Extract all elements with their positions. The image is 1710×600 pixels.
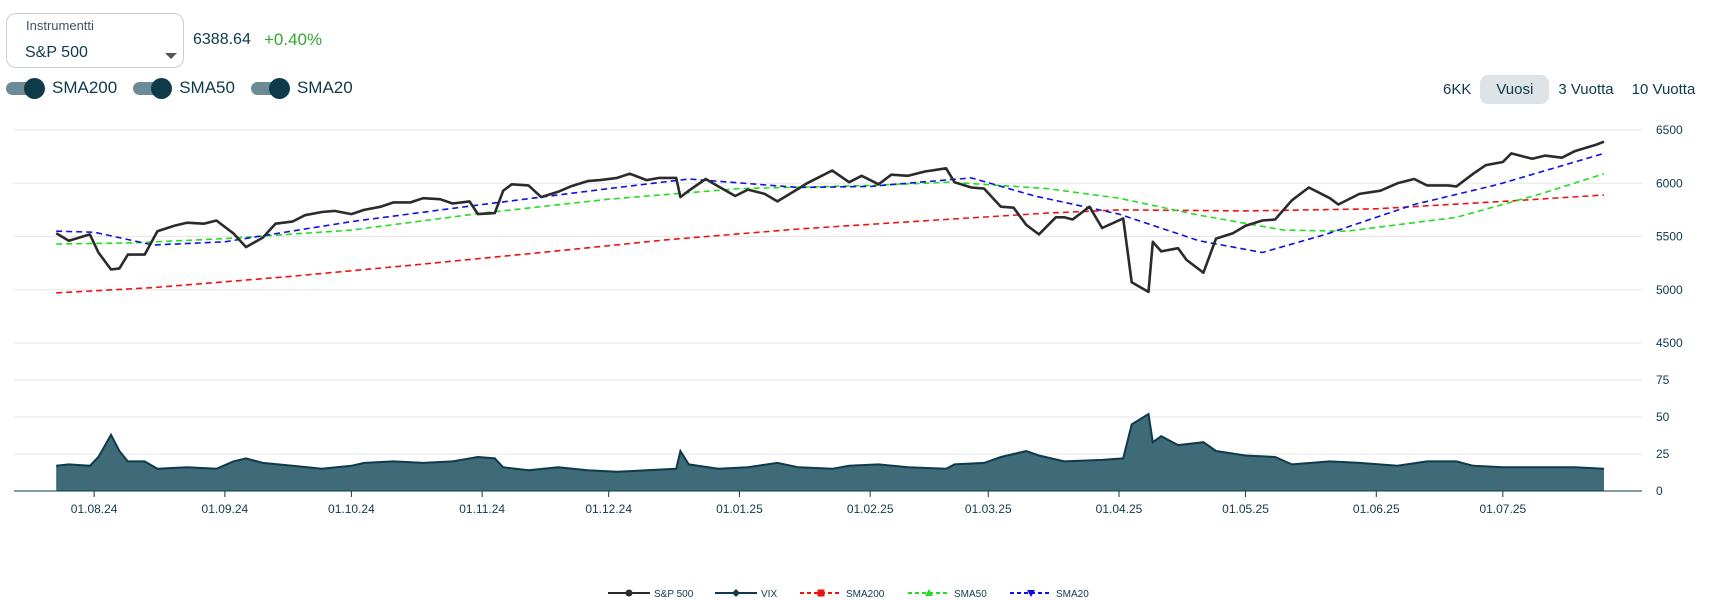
y-tick-label: 5000 [1656, 283, 1683, 297]
y-tick-label: 6500 [1656, 123, 1683, 137]
x-tick-label: 01.02.25 [847, 502, 894, 516]
range-selector: 6KK Vuosi 3 Vuotta 10 Vuotta [1434, 75, 1704, 104]
toggle-sma20[interactable]: SMA20 [250, 76, 353, 100]
toggle-switch[interactable] [133, 76, 173, 100]
vix-area [56, 414, 1605, 491]
sma-toggles: SMA200 SMA50 SMA20 [6, 76, 369, 100]
y-tick-label: 6000 [1656, 176, 1683, 190]
instrument-select-label: Instrumentti [21, 18, 99, 33]
series-line-sma20 [56, 152, 1605, 254]
range-6kk-button[interactable]: 6KK [1443, 81, 1472, 98]
toggle-label: SMA200 [52, 78, 118, 97]
y-tick-label: 50 [1656, 410, 1670, 424]
range-10-vuotta-button[interactable]: 10 Vuotta [1631, 81, 1696, 98]
price-chart[interactable]: 6500 6000 5500 5000 4500 75 50 25 0 01.08.24 01.09… [0, 110, 1710, 600]
x-tick-label: 01.12.24 [585, 502, 632, 516]
y-tick-label: 5500 [1656, 230, 1683, 244]
toggle-label: SMA20 [296, 78, 353, 97]
price-change: +0.40% [264, 30, 323, 49]
y-tick-label: 75 [1656, 373, 1670, 387]
series-line-sma50 [56, 172, 1605, 245]
legend-marker [1027, 590, 1035, 597]
x-tick-label: 01.03.25 [965, 502, 1012, 516]
x-tick-label: 01.07.25 [1479, 502, 1526, 516]
price-value: 6388.64 [193, 31, 251, 48]
toggle-sma50[interactable]: SMA50 [133, 76, 235, 100]
legend-label: SMA200 [846, 589, 885, 600]
y-tick-label: 25 [1656, 447, 1670, 461]
legend-marker [625, 589, 633, 597]
vix-line [56, 412, 1605, 473]
legend-marker [925, 589, 933, 596]
range-3-vuotta-button[interactable]: 3 Vuotta [1558, 81, 1614, 98]
x-tick-label: 01.11.24 [459, 502, 505, 516]
legend-marker [732, 589, 740, 597]
x-tick-label: 01.08.24 [71, 502, 118, 516]
y-tick-label: 4500 [1656, 336, 1683, 350]
toggle-sma200[interactable]: SMA200 [6, 76, 117, 100]
instrument-select-value: S&P 500 [25, 44, 88, 61]
x-tick-label: 01.05.25 [1222, 502, 1269, 516]
x-tick-label: 01.09.24 [202, 502, 249, 516]
x-tick-label: 01.01.25 [716, 502, 763, 516]
toggle-label: SMA50 [179, 78, 235, 97]
x-tick-label: 01.06.25 [1353, 502, 1400, 516]
toggle-switch[interactable] [6, 76, 45, 100]
series-line-sma200 [56, 194, 1605, 294]
series-line-s-p-500 [55, 140, 1605, 294]
x-tick-label: 01.10.24 [328, 502, 375, 516]
legend-marker [817, 589, 825, 597]
range-vuosi-button[interactable]: Vuosi [1480, 75, 1550, 104]
toggle-switch[interactable] [250, 76, 290, 100]
caret-down-icon [165, 53, 177, 59]
legend-label: SMA20 [1056, 589, 1089, 600]
y-tick-label: 0 [1656, 484, 1663, 498]
legend-label: S&P 500 [654, 589, 694, 600]
instrument-select[interactable]: Instrumentti S&P 500 [6, 13, 184, 68]
legend-label: VIX [761, 589, 777, 600]
legend-label: SMA50 [954, 589, 987, 600]
x-tick-label: 01.04.25 [1096, 502, 1143, 516]
